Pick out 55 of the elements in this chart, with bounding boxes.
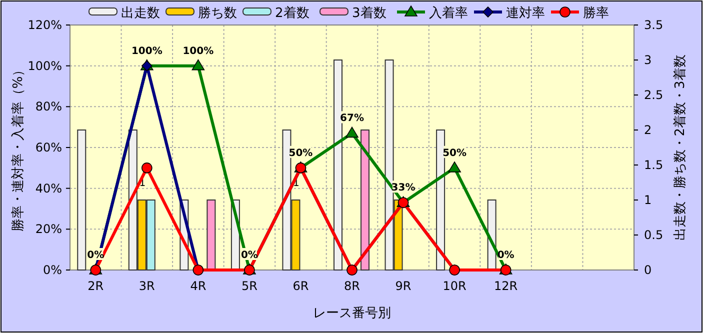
- legend-label: 入着率: [429, 5, 468, 21]
- data-label: 100%: [131, 46, 162, 57]
- y2-tick-label: 0: [644, 263, 652, 277]
- legend-label: 出走数: [121, 6, 160, 21]
- y2-tick-label: 3: [644, 53, 652, 67]
- bar: [206, 200, 216, 270]
- legend-item: 入着率: [397, 5, 468, 21]
- x-tick-label: 2R: [88, 279, 104, 293]
- x-tick-label: 4R: [190, 279, 206, 293]
- y-tick-label: 40%: [35, 181, 62, 196]
- y-tick-label: 120%: [28, 18, 62, 32]
- x-tick-label: 12R: [494, 279, 518, 293]
- data-label: 50%: [288, 148, 313, 159]
- point: [346, 126, 358, 138]
- legend-label: 連対率: [506, 5, 545, 21]
- y2-tick-label: 1.5: [644, 158, 664, 172]
- bar: [77, 130, 86, 270]
- x-tick-label: 10R: [442, 279, 466, 293]
- y-tick-label: 80%: [35, 100, 62, 114]
- y-tick-label: 100%: [28, 58, 62, 73]
- y-tick-label: 0%: [42, 263, 62, 277]
- legend-item: 連対率: [474, 6, 545, 21]
- x-axis-title: レース番号別: [313, 306, 391, 321]
- y2-tick-label: 1: [644, 193, 652, 207]
- bar: [334, 60, 342, 270]
- x-tick-label: 5R: [241, 279, 258, 293]
- y-tick-label: 60%: [35, 140, 62, 154]
- point: [448, 162, 461, 172]
- y-axis-title: 勝率・連対率・入着率（%）: [10, 63, 26, 232]
- data-label: 100%: [182, 46, 214, 57]
- bar: [360, 130, 370, 270]
- y-tick-label: 20%: [35, 222, 62, 236]
- legend-item: 3着数: [320, 6, 386, 21]
- x-tick-label: 3R: [138, 279, 155, 293]
- y2-axis-title: 出走数・勝ち数・2着数・3着数: [672, 54, 688, 240]
- legend-label: 勝ち数: [198, 6, 237, 21]
- x-tick-label: 6R: [292, 279, 309, 293]
- x-tick-label: 8R: [344, 279, 360, 293]
- legend-item: 出走数: [88, 6, 160, 21]
- y2-tick-label: 0.5: [644, 228, 664, 242]
- point: [142, 162, 152, 174]
- data-label: 67%: [340, 113, 364, 124]
- x-tick-label: 9R: [395, 279, 412, 293]
- legend-item: 勝率: [551, 6, 609, 21]
- legend-label: 勝率: [583, 5, 609, 21]
- data-label: 50%: [442, 148, 467, 159]
- y2-tick-label: 2: [644, 123, 652, 137]
- legend-item: 勝ち数: [166, 6, 237, 21]
- point: [192, 59, 205, 70]
- legend-item: 2着数: [242, 6, 310, 21]
- legend-label: 2着数: [275, 5, 310, 21]
- legend-label: 3着数: [352, 5, 386, 21]
- y2-tick-label: 3.5: [644, 18, 664, 32]
- data-label: 33%: [391, 182, 416, 194]
- y2-tick-label: 2.5: [644, 88, 664, 102]
